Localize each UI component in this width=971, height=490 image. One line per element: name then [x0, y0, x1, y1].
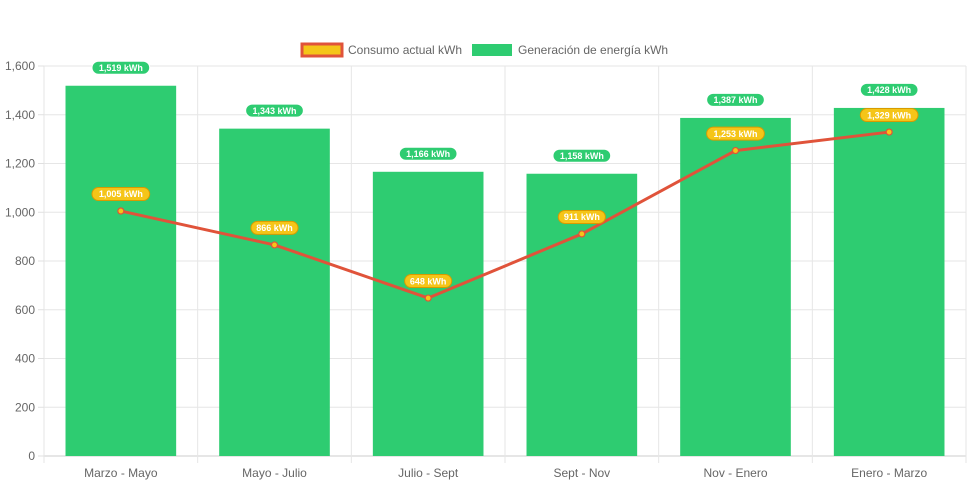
consumption-line: [120, 130, 890, 300]
line-point[interactable]: [424, 294, 432, 302]
y-tick-label: 400: [15, 352, 35, 366]
line-data-label-bg: [859, 108, 919, 123]
y-tick-label: 800: [15, 254, 35, 268]
y-tick-label: 1,000: [5, 205, 35, 219]
bar[interactable]: [65, 85, 177, 457]
x-tick-label: Sept - Nov: [553, 466, 610, 480]
legend[interactable]: Consumo actual kWh Generación de energía …: [300, 42, 668, 58]
line-data-label: 866 kWh: [256, 223, 293, 233]
line-data-label: 648 kWh: [410, 276, 447, 286]
bar-data-label-bg: [91, 60, 151, 75]
x-tick-label: Nov - Enero: [703, 466, 767, 480]
line-point[interactable]: [885, 128, 893, 136]
line-point[interactable]: [117, 207, 125, 215]
x-tick-label: Mayo - Julio: [242, 466, 307, 480]
line-data-label: 1,005 kWh: [99, 189, 143, 199]
line-data-label-bg: [250, 220, 299, 235]
bar-data-label-bg: [552, 148, 612, 163]
x-tick-label: Enero - Marzo: [851, 466, 927, 480]
bar-data-label-bg: [398, 146, 458, 161]
x-tick-label: Julio - Sept: [398, 466, 459, 480]
line-data-label-bg: [91, 187, 151, 202]
line-data-label: 1,253 kWh: [713, 129, 757, 139]
y-tick-label: 1,400: [5, 108, 35, 122]
legend-swatch-consumption[interactable]: [300, 42, 344, 58]
bar-data-label: 1,387 kWh: [713, 95, 757, 105]
bar-data-label: 1,343 kWh: [252, 106, 296, 116]
x-tick-label: Marzo - Mayo: [84, 466, 158, 480]
bar[interactable]: [219, 128, 330, 457]
bar[interactable]: [372, 171, 484, 456]
legend-swatch-generation[interactable]: [472, 44, 512, 56]
y-tick-label: 1,200: [5, 157, 35, 171]
bar-data-label: 1,519 kWh: [99, 63, 143, 73]
y-tick-label: 0: [28, 449, 35, 463]
y-tick-label: 1,600: [5, 59, 35, 73]
bar[interactable]: [833, 107, 945, 457]
line-series: [117, 128, 893, 302]
legend-label-consumption[interactable]: Consumo actual kWh: [348, 43, 462, 57]
bar-data-label: 1,158 kWh: [560, 151, 604, 161]
axes: 0 200 400 600 800 1,000 1,200 1,400 1,600 Marzo -…: [5, 59, 928, 480]
line-point[interactable]: [731, 146, 740, 155]
line-data-label-bg: [557, 209, 606, 224]
line-point[interactable]: [578, 230, 586, 238]
line-data-label-bg: [404, 274, 453, 289]
bar-data-label-bg: [859, 82, 919, 97]
line-data-label: 911 kWh: [564, 212, 600, 222]
data-labels: 1,519 kWh 1,343 kWh 1,166 kWh 1,158 kWh 1,38…: [91, 60, 919, 289]
bar-data-label: 1,428 kWh: [867, 85, 911, 95]
bar-data-label: 1,166 kWh: [406, 149, 450, 159]
bar-data-label-bg: [706, 92, 765, 107]
y-tick-label: 600: [15, 303, 35, 317]
bar-data-label-bg: [245, 103, 304, 118]
line-data-label: 1,329 kWh: [867, 110, 911, 120]
line-data-label-bg: [706, 126, 765, 141]
legend-label-generation[interactable]: Generación de energía kWh: [518, 43, 668, 57]
line-point[interactable]: [270, 241, 279, 249]
y-tick-label: 200: [15, 400, 35, 414]
bar[interactable]: [680, 117, 791, 456]
